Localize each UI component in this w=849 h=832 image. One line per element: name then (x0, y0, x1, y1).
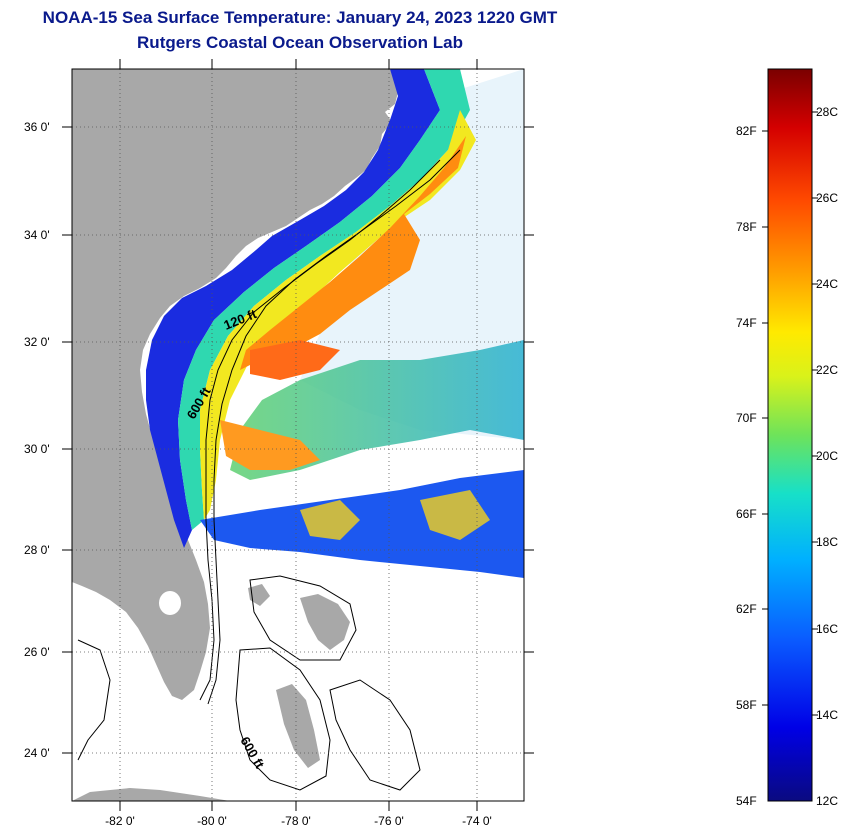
colorbar-f-label: 70F (736, 411, 757, 425)
colorbar-c-label: 18C (816, 535, 838, 549)
bahamas-island (248, 584, 270, 606)
sst-shelf-band (178, 69, 470, 530)
lat-label: 32 0' (24, 335, 50, 349)
lon-label: -74 0' (462, 814, 492, 828)
sst-gulf-stream-core (250, 340, 340, 380)
sst-orange-tongue (220, 420, 320, 470)
bahamas-island (276, 684, 320, 768)
colorbar-c-label: 28C (816, 105, 838, 119)
colorbar-f-label: 54F (736, 794, 757, 808)
colorbar (767, 68, 813, 802)
colorbar-c-label: 24C (816, 277, 838, 291)
lat-label: 34 0' (24, 228, 50, 242)
lat-label: 28 0' (24, 543, 50, 557)
colorbar-c-label: 12C (816, 794, 838, 808)
axis-ticks (62, 59, 534, 811)
cuba-coast (72, 788, 230, 801)
colorbar-f-label: 66F (736, 507, 757, 521)
colorbar-c-label: 26C (816, 191, 838, 205)
lake-okeechobee (159, 591, 181, 615)
lon-label: -78 0' (281, 814, 311, 828)
colorbar-c-label: 20C (816, 449, 838, 463)
contour-bahamas (249, 575, 357, 661)
lon-label: -80 0' (197, 814, 227, 828)
colorbar-c-label: 14C (816, 708, 838, 722)
colorbar-c-label: 16C (816, 622, 838, 636)
lon-label: -76 0' (374, 814, 404, 828)
colorbar-c-label: 22C (816, 363, 838, 377)
sst-southern-warm (300, 500, 360, 540)
lon-label: -82 0' (105, 814, 135, 828)
map-title: NOAA-15 Sea Surface Temperature: January… (42, 8, 558, 27)
colorbar-ticks (762, 111, 818, 716)
lat-label: 36 0' (24, 120, 50, 134)
colorbar-f-label: 62F (736, 602, 757, 616)
colorbar-f-label: 58F (736, 698, 757, 712)
colorbar-f-label: 78F (736, 220, 757, 234)
contour-600ft (207, 149, 461, 705)
map-subtitle: Rutgers Coastal Ocean Observation Lab (137, 33, 463, 52)
sst-coastal-cold (146, 69, 440, 548)
lat-label: 26 0' (24, 645, 50, 659)
sst-gulf-stream-orange (240, 136, 466, 370)
lat-label: 30 0' (24, 442, 50, 456)
cloud-gap (270, 440, 524, 500)
colorbar-f-label: 74F (736, 316, 757, 330)
bahamas-island (300, 594, 350, 650)
graticule (72, 69, 524, 801)
colorbar-f-label: 82F (736, 124, 757, 138)
map-border (71, 68, 525, 802)
lat-label: 24 0' (24, 746, 50, 760)
sst-gulf-stream-yellow (200, 110, 476, 520)
contour-bahamas (77, 639, 111, 761)
contour-bahamas (329, 679, 421, 791)
land-mainland (72, 69, 398, 700)
sst-southern-warm (420, 490, 490, 540)
contour-bahamas (235, 647, 331, 791)
